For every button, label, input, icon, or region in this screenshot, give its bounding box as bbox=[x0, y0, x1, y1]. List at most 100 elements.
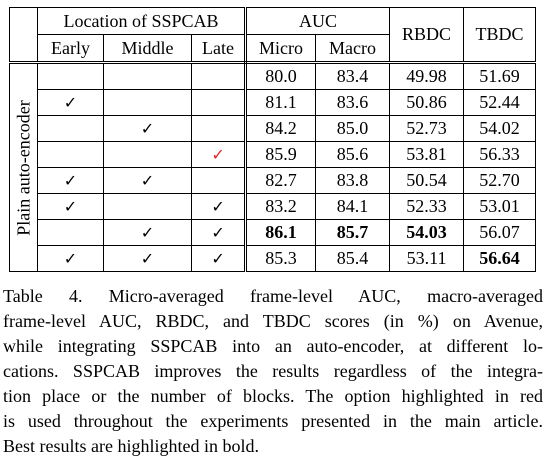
method-side-label: Plain auto-encoder bbox=[13, 99, 33, 236]
macro-value: 83.4 bbox=[315, 62, 391, 90]
micro-value: 83.2 bbox=[245, 193, 317, 220]
early-cell bbox=[37, 62, 104, 90]
macro-value: 85.0 bbox=[315, 115, 391, 142]
rbdc-header: RBDC bbox=[389, 7, 465, 64]
checkmark-icon: ✓ bbox=[140, 249, 155, 268]
checkmark-icon: ✓ bbox=[211, 145, 225, 164]
micro-value: 86.1 bbox=[245, 219, 317, 246]
caption-line: tion place or the number of blocks. The … bbox=[3, 386, 543, 406]
tbdc-value: 56.07 bbox=[463, 219, 537, 246]
caption-line: cations. SSPCAB improves the results reg… bbox=[3, 361, 543, 381]
rbdc-value: 54.03 bbox=[389, 219, 465, 246]
header-row-2: Early Middle Late Micro Macro bbox=[10, 34, 536, 64]
late-header: Late bbox=[190, 34, 248, 64]
macro-value: 85.7 bbox=[315, 219, 391, 246]
table-row: ✓ ✓ 83.2 84.1 52.33 53.01 bbox=[10, 193, 537, 220]
micro-header: Micro bbox=[245, 34, 317, 64]
late-cell bbox=[190, 167, 248, 194]
middle-header: Middle bbox=[103, 34, 192, 64]
tbdc-value: 52.70 bbox=[463, 167, 537, 194]
micro-value: 84.2 bbox=[245, 115, 317, 142]
late-cell bbox=[190, 115, 248, 142]
header-row-1: Location of SSPCAB AUC RBDC TBDC bbox=[9, 7, 537, 64]
early-cell: ✓ bbox=[37, 193, 104, 220]
late-cell: ✓ bbox=[190, 141, 248, 168]
micro-value: 81.1 bbox=[245, 89, 317, 116]
table-row: ✓ ✓ ✓ 85.3 85.4 53.11 56.64 bbox=[10, 245, 537, 272]
early-cell bbox=[37, 115, 104, 142]
tbdc-value: 56.33 bbox=[463, 141, 537, 168]
middle-cell: ✓ bbox=[103, 115, 192, 142]
middle-cell: ✓ bbox=[103, 245, 192, 272]
early-cell bbox=[37, 219, 104, 246]
early-header: Early bbox=[37, 34, 104, 64]
tbdc-header: TBDC bbox=[463, 7, 537, 64]
macro-value: 85.6 bbox=[315, 141, 391, 168]
rbdc-value: 52.33 bbox=[389, 193, 465, 220]
checkmark-icon: ✓ bbox=[211, 249, 225, 268]
checkmark-icon: ✓ bbox=[63, 93, 78, 112]
rbdc-value: 50.54 bbox=[389, 167, 465, 194]
micro-value: 80.0 bbox=[245, 62, 317, 90]
middle-cell: ✓ bbox=[103, 219, 192, 246]
macro-value: 83.6 bbox=[315, 89, 391, 116]
table-caption: Table 4. Micro-averaged frame-level AUC,… bbox=[3, 284, 543, 459]
checkmark-icon: ✓ bbox=[140, 119, 155, 138]
middle-cell bbox=[103, 193, 192, 220]
middle-cell bbox=[103, 141, 192, 168]
table-row: Plain auto-encoder 80.0 83.4 49.98 51.69 bbox=[9, 62, 537, 272]
macro-header: Macro bbox=[315, 34, 391, 64]
table-row: ✓ 85.9 85.6 53.81 56.33 bbox=[10, 141, 537, 168]
caption-line: while integrating SSPCAB into an auto-en… bbox=[3, 336, 543, 356]
micro-value: 85.9 bbox=[245, 141, 317, 168]
location-header: Location of SSPCAB bbox=[36, 7, 248, 35]
rbdc-value: 50.86 bbox=[389, 89, 465, 116]
results-table-container: Location of SSPCAB AUC RBDC TBDC Early M… bbox=[9, 7, 537, 272]
middle-cell bbox=[103, 62, 192, 90]
caption-line: Table 4. Micro-averaged frame-level AUC,… bbox=[3, 286, 543, 306]
late-cell bbox=[190, 89, 248, 116]
checkmark-icon: ✓ bbox=[211, 197, 225, 216]
corner-cell bbox=[9, 7, 38, 64]
auc-header: AUC bbox=[245, 7, 391, 35]
middle-cell: ✓ bbox=[103, 167, 192, 194]
macro-value: 84.1 bbox=[315, 193, 391, 220]
tbdc-value: 56.64 bbox=[463, 245, 537, 272]
macro-value: 83.8 bbox=[315, 167, 391, 194]
table-row: ✓ ✓ 86.1 85.7 54.03 56.07 bbox=[10, 219, 537, 246]
caption-line: frame-level AUC, RBDC, and TBDC scores (… bbox=[3, 311, 543, 331]
checkmark-icon: ✓ bbox=[140, 223, 155, 242]
late-cell: ✓ bbox=[190, 219, 248, 246]
checkmark-icon: ✓ bbox=[63, 197, 78, 216]
table-row: ✓ ✓ 82.7 83.8 50.54 52.70 bbox=[10, 167, 537, 194]
checkmark-icon: ✓ bbox=[140, 171, 155, 190]
micro-value: 82.7 bbox=[245, 167, 317, 194]
rbdc-value: 52.73 bbox=[389, 115, 465, 142]
caption-line: Best results are highlighted in bold. bbox=[3, 436, 259, 456]
tbdc-value: 51.69 bbox=[463, 62, 537, 90]
tbdc-value: 53.01 bbox=[463, 193, 537, 220]
early-cell: ✓ bbox=[37, 245, 104, 272]
early-cell: ✓ bbox=[37, 89, 104, 116]
checkmark-icon: ✓ bbox=[63, 249, 78, 268]
late-cell: ✓ bbox=[190, 245, 248, 272]
tbdc-value: 52.44 bbox=[463, 89, 537, 116]
caption-line: is used throughout the experiments prese… bbox=[3, 411, 543, 431]
early-cell bbox=[37, 141, 104, 168]
late-cell: ✓ bbox=[190, 193, 248, 220]
rbdc-value: 53.81 bbox=[389, 141, 465, 168]
middle-cell bbox=[103, 89, 192, 116]
rbdc-value: 53.11 bbox=[389, 245, 465, 272]
checkmark-icon: ✓ bbox=[63, 171, 78, 190]
late-cell bbox=[190, 62, 248, 90]
micro-value: 85.3 bbox=[245, 245, 317, 272]
table-row: ✓ 84.2 85.0 52.73 54.02 bbox=[10, 115, 537, 142]
early-cell: ✓ bbox=[37, 167, 104, 194]
checkmark-icon: ✓ bbox=[211, 223, 225, 242]
macro-value: 85.4 bbox=[315, 245, 391, 272]
results-table: Location of SSPCAB AUC RBDC TBDC Early M… bbox=[9, 7, 537, 272]
table-row: ✓ 81.1 83.6 50.86 52.44 bbox=[10, 89, 537, 116]
method-side-label-cell: Plain auto-encoder bbox=[9, 62, 38, 272]
rbdc-value: 49.98 bbox=[389, 62, 465, 90]
tbdc-value: 54.02 bbox=[463, 115, 537, 142]
